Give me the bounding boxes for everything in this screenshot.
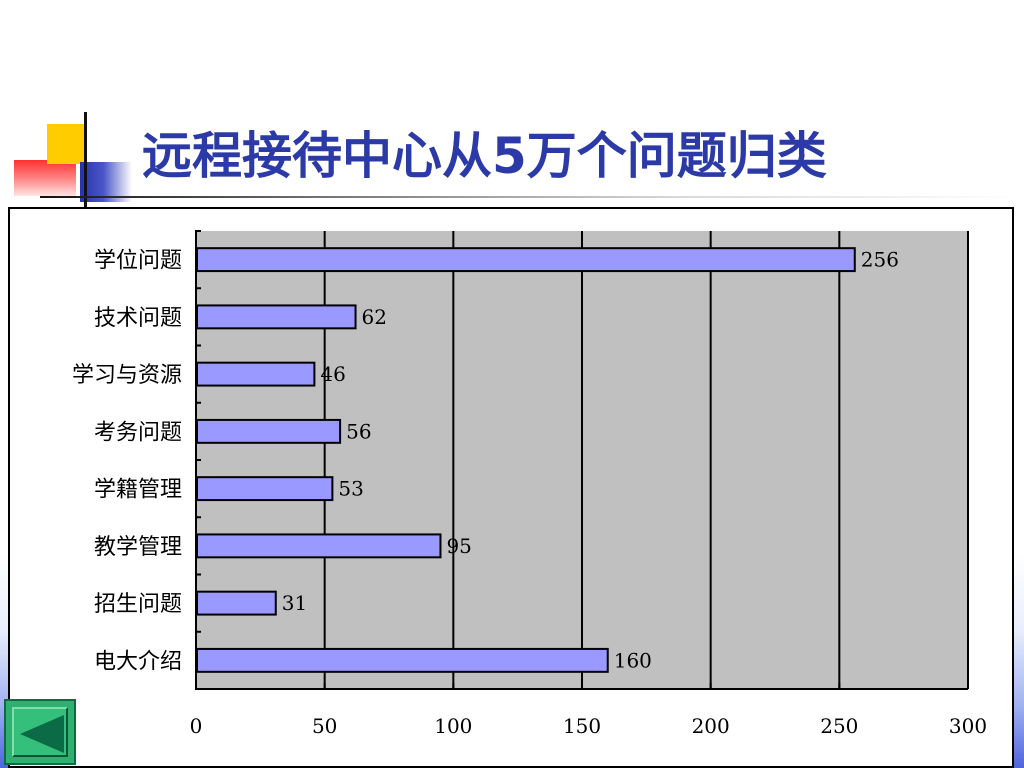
x-tick-label: 0 (190, 714, 203, 738)
data-label: 62 (362, 305, 387, 329)
bar (196, 590, 277, 616)
data-label: 160 (614, 648, 652, 672)
category-label: 学习与资源 (72, 363, 182, 388)
category-label: 学位问题 (94, 249, 182, 274)
category-label: 招生问题 (94, 592, 182, 617)
data-label: 53 (338, 477, 363, 501)
category-label: 教学管理 (94, 535, 182, 560)
triangle-left-icon (20, 715, 64, 753)
data-label: 256 (861, 248, 899, 272)
x-tick-label: 200 (692, 714, 730, 738)
bar (196, 418, 342, 444)
bar (196, 533, 442, 559)
decorative-blue-square (80, 162, 132, 202)
x-tick-label: 50 (312, 714, 337, 738)
category-label: 电大介绍 (94, 649, 182, 674)
chart-frame: 学位问题 256 技术问题 62 学习与资源 46 考务问题 56 学籍管理 53 教学管理 95 招生… (8, 207, 1014, 768)
data-label: 56 (346, 419, 371, 443)
bar-chart: 学位问题 256 技术问题 62 学习与资源 46 考务问题 56 学籍管理 53 教学管理 95 招生… (72, 230, 987, 738)
bar (196, 247, 856, 273)
decorative-yellow-square (47, 124, 85, 164)
back-button[interactable] (4, 699, 76, 765)
x-tick-label: 250 (820, 714, 858, 738)
data-label: 46 (320, 362, 345, 386)
bar (196, 647, 609, 673)
decorative-vertical-line (84, 112, 87, 212)
data-label: 31 (282, 591, 307, 615)
x-tick-label: 150 (563, 714, 601, 738)
slide-title: 远程接待中心从5万个问题归类 (142, 127, 827, 185)
x-tick-label: 100 (434, 714, 472, 738)
data-label: 95 (446, 534, 471, 558)
bar (196, 476, 334, 502)
x-tick-label: 300 (949, 714, 987, 738)
decorative-horizontal-line (40, 196, 1020, 198)
bar (196, 361, 316, 387)
bar (196, 304, 357, 330)
category-label: 学籍管理 (94, 478, 182, 503)
category-label: 技术问题 (94, 306, 182, 331)
category-label: 考务问题 (94, 420, 182, 445)
decorative-red-square (14, 160, 76, 196)
